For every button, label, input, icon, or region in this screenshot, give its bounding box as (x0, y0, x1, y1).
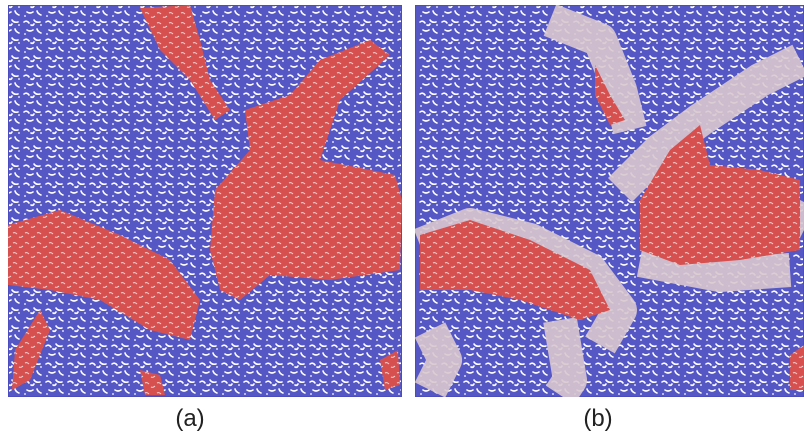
figure: (a) (b) (0, 0, 804, 441)
panel-a (8, 5, 402, 397)
caption: (a) (175, 405, 204, 432)
panel-b (415, 5, 804, 397)
caption: (b) (583, 405, 612, 432)
